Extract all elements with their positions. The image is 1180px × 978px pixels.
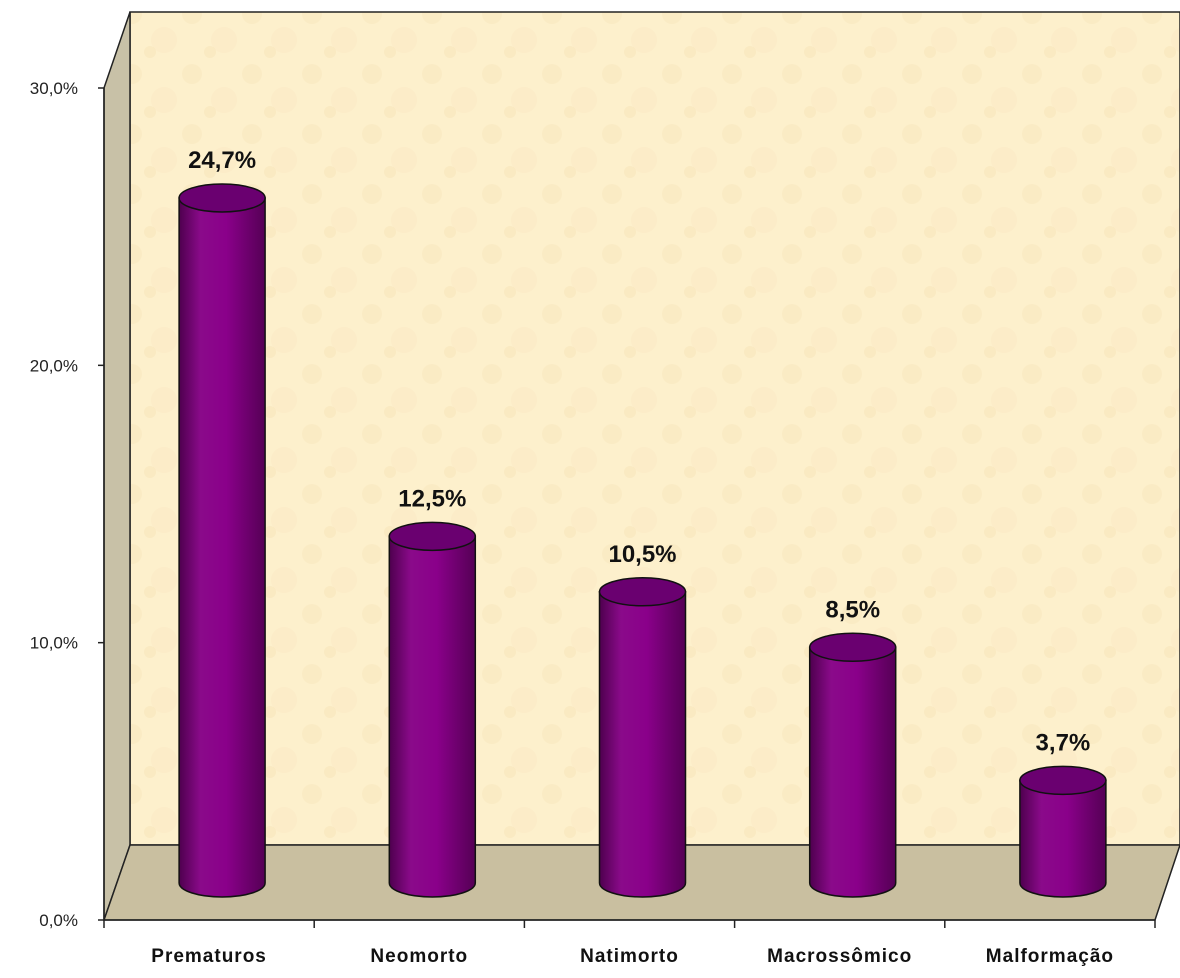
bar-top <box>1019 765 1107 796</box>
bar-malformação <box>1019 765 1107 898</box>
data-label: 8,5% <box>825 596 880 623</box>
y-tick-label: 30,0% <box>30 79 78 98</box>
bar-top <box>808 632 897 663</box>
bar-neomorto <box>388 521 477 898</box>
bar-body <box>808 646 897 898</box>
y-ticks: 0,0% 10,0% 20,0% 30,0% <box>30 79 104 930</box>
category-label: Malformação <box>986 946 1114 967</box>
y-tick-label: 0,0% <box>39 911 78 930</box>
category-label: Neomorto <box>370 946 468 967</box>
category-label: Macrossômico <box>767 946 912 967</box>
bar-natimorto <box>598 577 687 898</box>
bar-prematuros <box>178 183 266 898</box>
data-label: 3,7% <box>1036 729 1091 756</box>
bar-top <box>178 183 266 213</box>
data-label: 24,7% <box>188 147 256 174</box>
y-tick-label: 20,0% <box>30 356 78 375</box>
data-label: 12,5% <box>398 485 466 512</box>
bar-body <box>388 535 477 898</box>
bar-body <box>1019 779 1107 898</box>
bar-body <box>178 197 266 898</box>
category-label: Natimorto <box>580 946 679 967</box>
x-ticks <box>103 920 1156 928</box>
bar-macrossômico <box>808 632 897 898</box>
category-label: Prematuros <box>151 946 267 967</box>
y-tick-label: 10,0% <box>30 634 78 653</box>
labels: 24,7% Prematuros 12,5% Neomorto 10,5% Natimor… <box>151 147 1114 967</box>
bar-top <box>388 521 477 552</box>
side-wall <box>103 11 131 921</box>
bar-top <box>598 577 687 607</box>
bars <box>178 183 1107 898</box>
bar-body <box>598 591 687 898</box>
data-label: 10,5% <box>608 541 676 568</box>
